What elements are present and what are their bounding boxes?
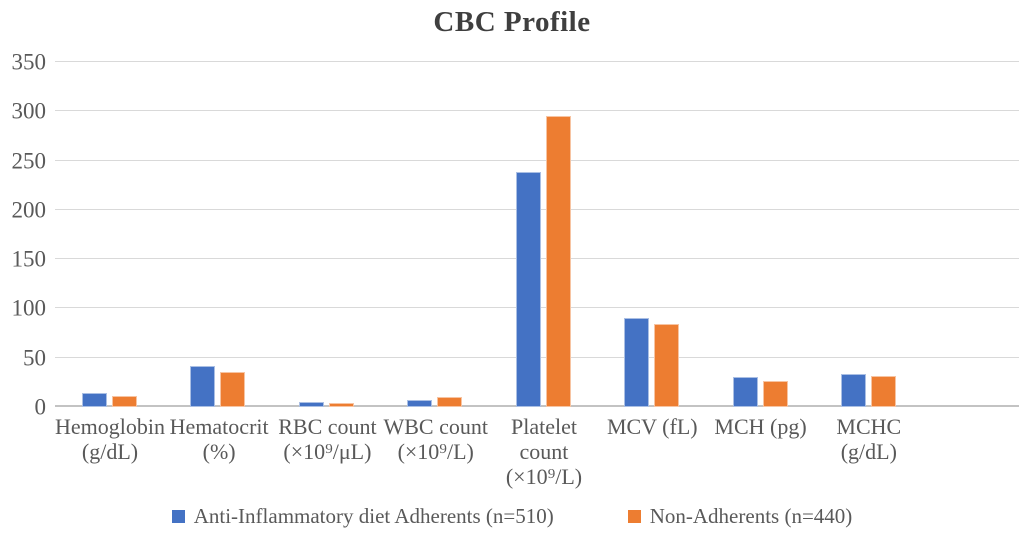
bar-non-adherents xyxy=(328,402,354,407)
bar-group xyxy=(815,373,924,407)
bar-adherents xyxy=(515,172,541,407)
bar-group xyxy=(381,397,490,407)
y-tick-label: 250 xyxy=(11,148,47,174)
x-axis-spacer xyxy=(0,407,55,489)
legend-label-non-adherents: Non-Adherents (n=440) xyxy=(649,504,853,528)
y-tick-label: 100 xyxy=(11,295,47,321)
bar-non-adherents xyxy=(545,116,571,407)
x-axis-label: Hematocrit (%) xyxy=(169,414,269,464)
x-axis-label: MCHC (g/dL) xyxy=(836,414,902,464)
x-axis-label: RBC count (×10⁹/μL) xyxy=(278,414,377,464)
bar-adherents xyxy=(732,377,758,407)
legend-label-adherents: Anti-Inflammatory diet Adherents (n=510) xyxy=(193,504,554,528)
bar-non-adherents xyxy=(220,371,246,407)
x-labels-row: Hemoglobin (g/dL) Hematocrit (%) RBC count… xyxy=(55,414,1019,489)
bar-non-adherents xyxy=(111,395,137,407)
y-tick-label: 150 xyxy=(11,246,47,272)
bar-group xyxy=(272,402,381,407)
y-tick-label: 200 xyxy=(11,197,47,223)
bar-adherents xyxy=(190,365,216,407)
x-axis-label: MCH (pg) xyxy=(714,414,807,439)
bar-group xyxy=(55,393,164,407)
bar-non-adherents xyxy=(437,397,463,407)
x-axis-label: WBC count (×10⁹/L) xyxy=(383,414,488,464)
plot-grid: 0 50 100 150 200 250 300 350 Hemoglobin (g/dL) H… xyxy=(0,51,1019,489)
plot-area xyxy=(55,61,1019,407)
y-tick-label: 50 xyxy=(23,345,46,371)
x-axis-label: Platelet count (×10⁹/L) xyxy=(505,414,583,489)
y-tick-label: 0 xyxy=(34,394,47,420)
gridline xyxy=(55,61,1019,62)
legend-entry-non-adherents: Non-Adherents (n=440) xyxy=(627,504,853,529)
bar-non-adherents xyxy=(871,376,897,407)
bar-adherents xyxy=(841,373,867,407)
bar-group xyxy=(489,116,598,407)
bar-group xyxy=(598,318,707,407)
gridline xyxy=(55,159,1019,161)
legend-swatch-blue xyxy=(171,510,185,523)
x-axis-label: MCV (fL) xyxy=(606,414,698,439)
legend: Anti-Inflammatory diet Adherents (n=510)… xyxy=(0,504,1024,529)
legend-entry-adherents: Anti-Inflammatory diet Adherents (n=510) xyxy=(171,504,554,529)
bar-group xyxy=(164,365,273,407)
bar-group xyxy=(706,377,815,407)
y-axis-labels: 0 50 100 150 200 250 300 350 xyxy=(0,51,55,419)
chart-title: CBC Profile xyxy=(433,6,591,38)
bar-adherents xyxy=(81,393,107,407)
bars-row xyxy=(55,62,1019,407)
bar-adherents xyxy=(298,402,324,407)
gridline xyxy=(55,110,1019,112)
x-axis-label: Hemoglobin (g/dL) xyxy=(55,414,165,464)
y-tick-label: 350 xyxy=(11,49,47,75)
bar-non-adherents xyxy=(654,324,680,407)
legend-swatch-orange xyxy=(627,510,641,523)
bar-non-adherents xyxy=(762,381,788,407)
bar-adherents xyxy=(407,400,433,407)
y-tick-label: 300 xyxy=(11,98,47,124)
bar-adherents xyxy=(624,318,650,407)
